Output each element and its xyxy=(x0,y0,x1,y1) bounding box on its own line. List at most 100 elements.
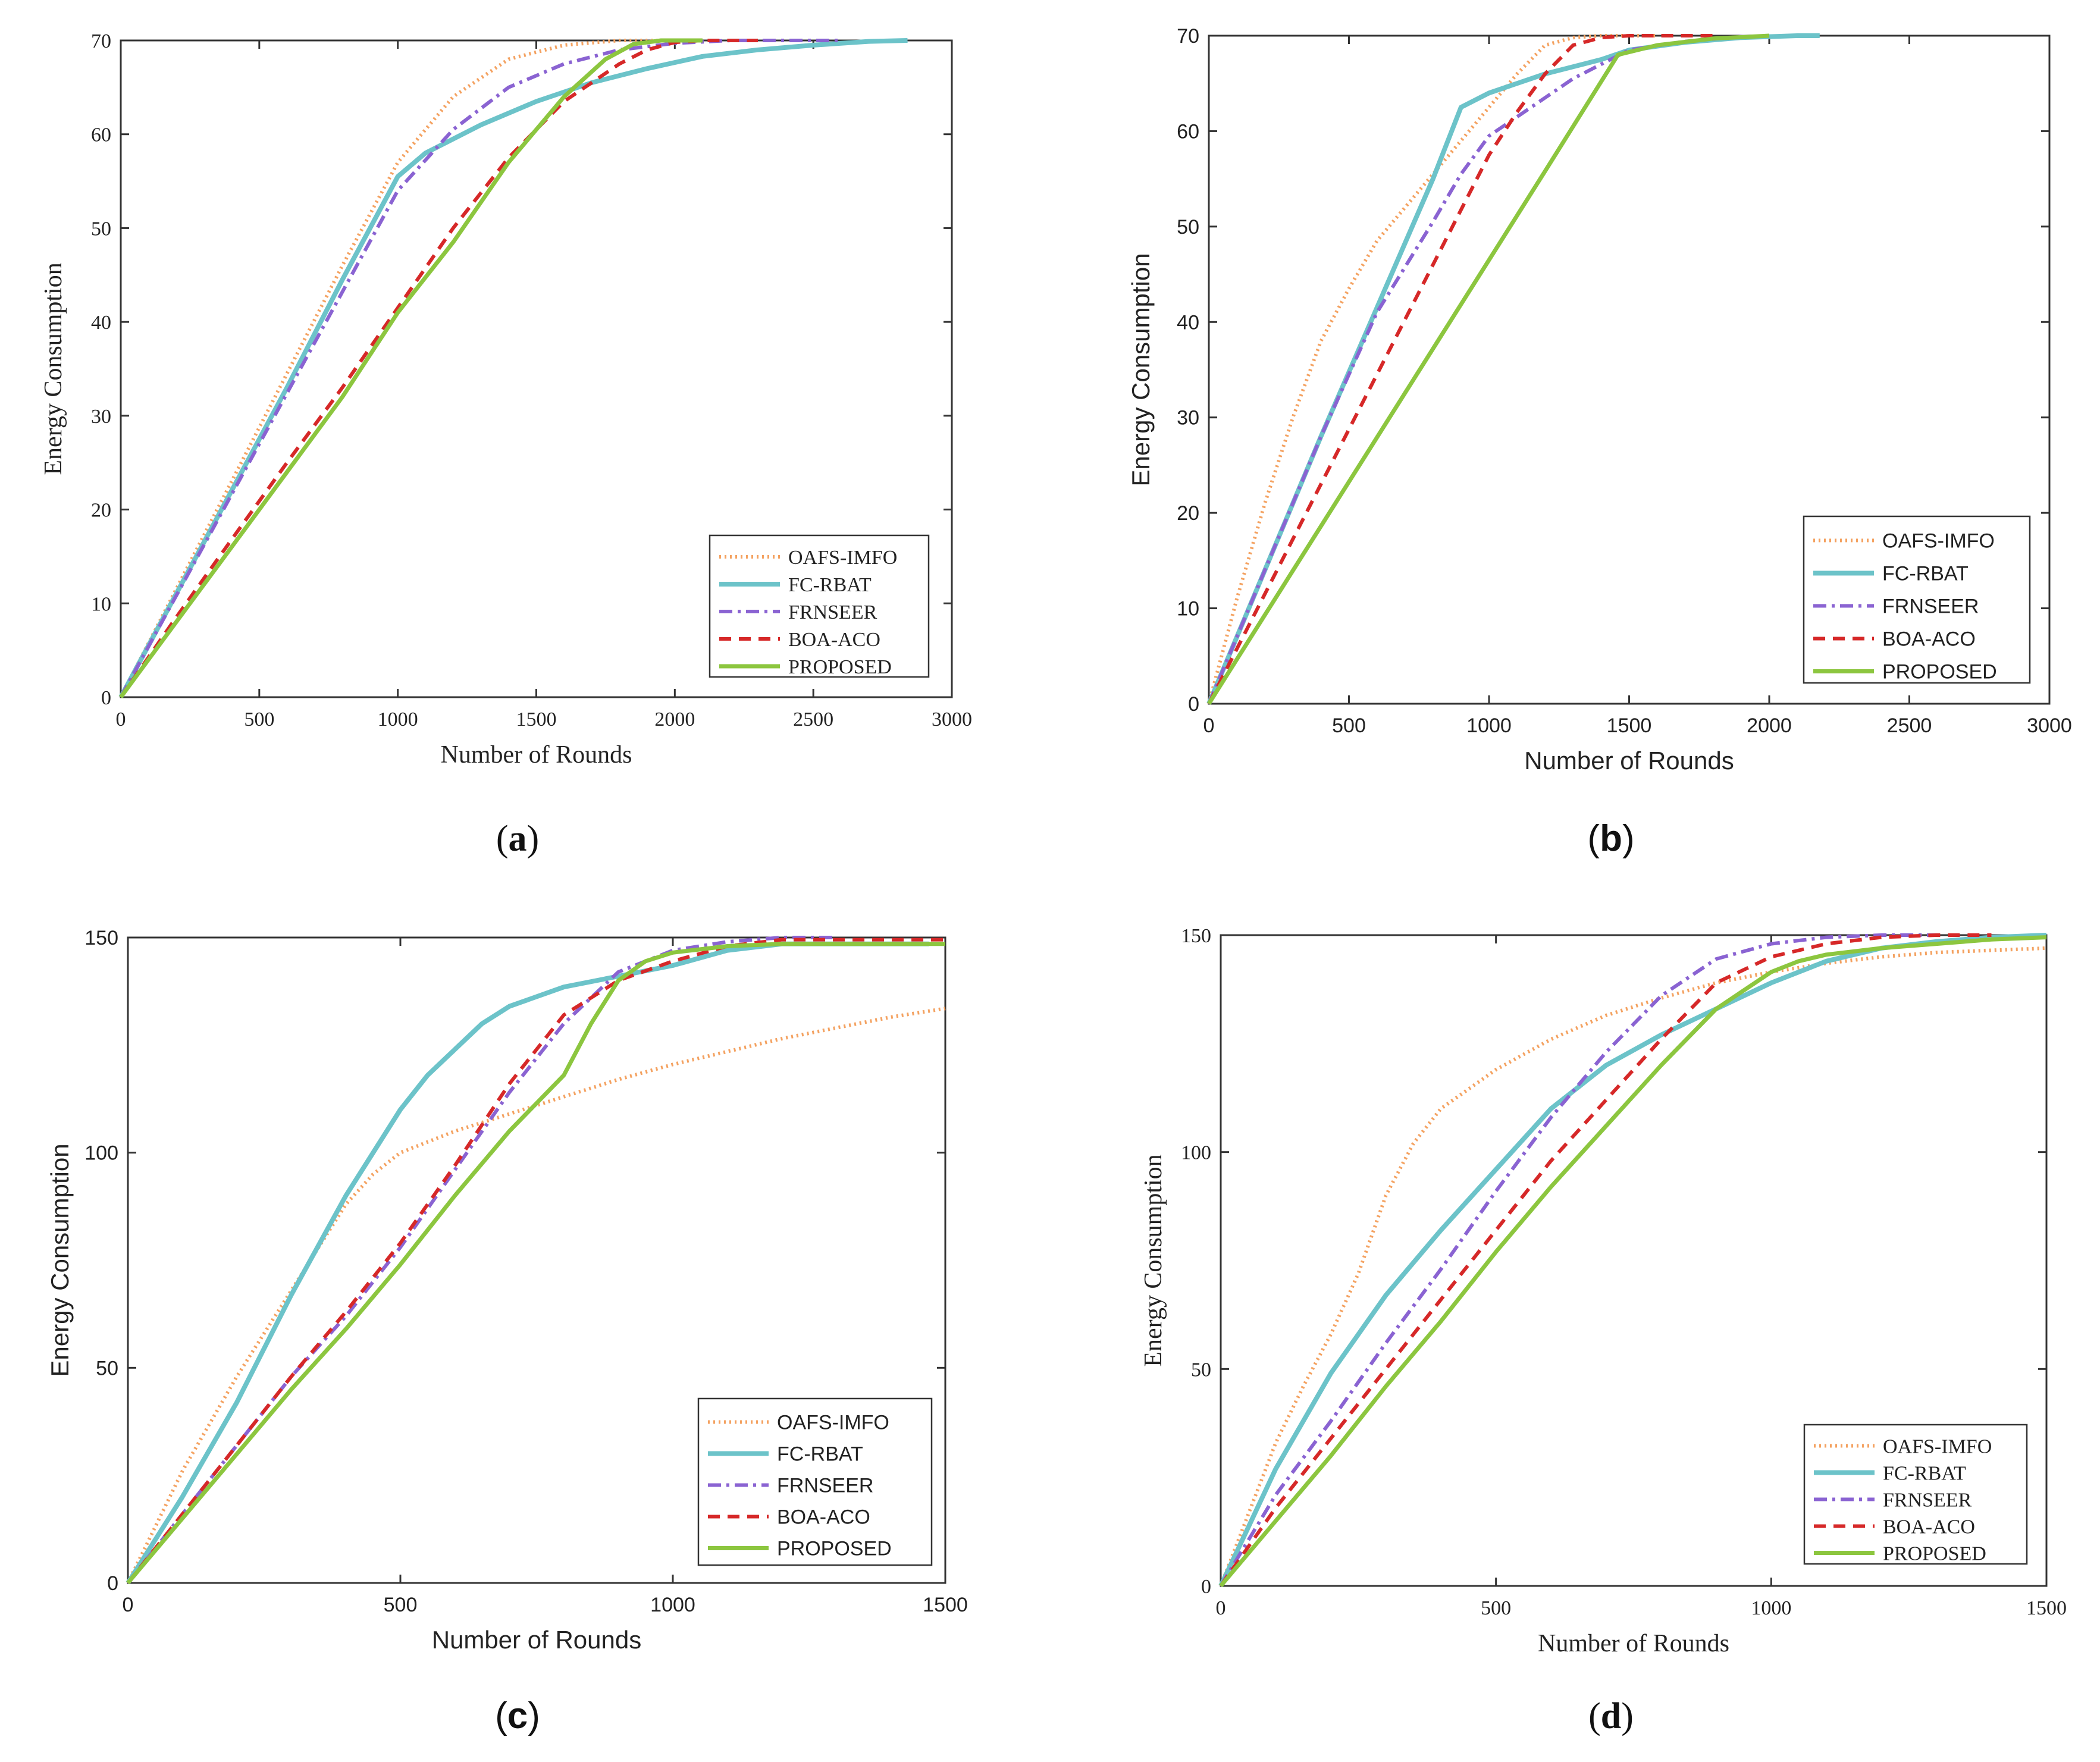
y-tick-label: 40 xyxy=(1177,311,1199,334)
legend-label: BOA-ACO xyxy=(1883,1516,1975,1538)
x-axis-label: Number of Rounds xyxy=(441,741,632,769)
x-tick-label: 500 xyxy=(384,1594,418,1616)
legend-label: FC-RBAT xyxy=(788,574,872,596)
series-line-proposed xyxy=(119,38,703,699)
series-line-proposed xyxy=(126,942,945,1585)
y-tick-label: 50 xyxy=(96,1357,118,1379)
y-axis-label: Energy Consumption xyxy=(1140,1154,1167,1366)
y-tick-label: 150 xyxy=(1181,925,1211,947)
y-tick-label: 70 xyxy=(91,30,111,52)
y-tick-label: 0 xyxy=(1201,1576,1211,1598)
series-line-oafs-imfo xyxy=(126,1007,946,1584)
x-tick-label: 1500 xyxy=(1607,714,1652,737)
x-tick-label: 2500 xyxy=(793,708,833,730)
panel-label: (a) xyxy=(496,819,539,859)
panel-label: (d) xyxy=(1588,1696,1634,1736)
y-tick-label: 60 xyxy=(91,124,111,146)
y-tick-label: 150 xyxy=(84,927,118,949)
legend-label: FC-RBAT xyxy=(1882,563,1969,585)
legend-box xyxy=(1803,1424,2028,1565)
legend-label: BOA-ACO xyxy=(1882,628,1976,651)
series-line-frnseer xyxy=(126,936,836,1584)
series-line-frnseer xyxy=(1207,34,1770,705)
x-tick-label: 0 xyxy=(1216,1597,1226,1619)
y-tick-label: 50 xyxy=(1177,216,1199,239)
x-tick-label: 0 xyxy=(123,1594,134,1616)
legend-label: FRNSEER xyxy=(1883,1490,1972,1512)
series-line-proposed xyxy=(1207,33,1770,705)
series-line-frnseer xyxy=(1219,933,1936,1587)
plot-frame xyxy=(1220,934,2048,1587)
legend-label: PROPOSED xyxy=(777,1538,892,1560)
x-axis-label: Number of Rounds xyxy=(432,1626,642,1654)
x-tick-label: 500 xyxy=(1332,714,1366,737)
y-tick-label: 20 xyxy=(91,500,111,522)
legend-label: PROPOSED xyxy=(1883,1543,1986,1565)
series-line-boa-aco xyxy=(119,39,758,698)
chart-panel-b: 0 500 1000 1500 2000 2500 3000 0 10 20 30 40 50 60 70 N… xyxy=(1127,25,2072,859)
y-tick-label: 100 xyxy=(84,1142,118,1165)
series-line-boa-aco xyxy=(1207,34,1713,705)
x-tick-label: 1000 xyxy=(1751,1597,1791,1619)
series-line-fc-rbat xyxy=(126,941,929,1585)
x-axis-label: Number of Rounds xyxy=(1524,747,1734,775)
y-tick-label: 30 xyxy=(1177,407,1199,429)
plot-frame xyxy=(127,936,946,1584)
legend-label: FRNSEER xyxy=(777,1475,873,1497)
x-tick-label: 1000 xyxy=(1466,714,1512,737)
x-tick-label: 3000 xyxy=(2027,714,2072,737)
series-line-fc-rbat xyxy=(1206,33,1820,705)
panel-label: (c) xyxy=(495,1695,540,1736)
x-tick-label: 1000 xyxy=(378,708,418,730)
y-tick-label: 60 xyxy=(1177,120,1199,143)
legend-label: OAFS-IMFO xyxy=(1882,530,1995,553)
series-line-oafs-imfo xyxy=(119,39,675,698)
x-tick-label: 1000 xyxy=(650,1594,695,1616)
legend-label: PROPOSED xyxy=(788,656,892,678)
y-tick-label: 10 xyxy=(91,593,111,615)
y-tick-label: 20 xyxy=(1177,502,1199,525)
y-tick-label: 100 xyxy=(1181,1142,1211,1164)
legend-label: FRNSEER xyxy=(1882,595,1979,618)
x-tick-label: 0 xyxy=(116,708,126,730)
legend-label: FRNSEER xyxy=(788,601,877,623)
x-tick-label: 500 xyxy=(244,708,274,730)
series-line-fc-rbat xyxy=(118,38,908,698)
y-tick-label: 50 xyxy=(91,218,111,240)
y-tick-label: 0 xyxy=(1188,693,1199,716)
y-tick-label: 40 xyxy=(91,312,111,334)
x-tick-label: 1500 xyxy=(2026,1597,2067,1619)
y-tick-label: 0 xyxy=(101,687,111,709)
legend-label: OAFS-IMFO xyxy=(777,1412,889,1434)
legend-label: BOA-ACO xyxy=(777,1506,870,1529)
legend-label: PROPOSED xyxy=(1882,661,1997,684)
x-tick-label: 2000 xyxy=(654,708,695,730)
chart-panel-c: 0 500 1000 1500 0 50 100 150 Number of Rounds Ene… xyxy=(46,927,968,1736)
y-tick-label: 70 xyxy=(1177,25,1199,48)
panel-label: (b) xyxy=(1587,818,1634,859)
legend-label: OAFS-IMFO xyxy=(1883,1436,1992,1458)
y-tick-label: 10 xyxy=(1177,598,1199,620)
legend-label: FC-RBAT xyxy=(777,1443,863,1466)
x-tick-label: 2500 xyxy=(1887,714,1932,737)
legend-box xyxy=(709,534,930,678)
x-tick-label: 1500 xyxy=(923,1594,968,1616)
x-axis-label: Number of Rounds xyxy=(1538,1630,1729,1657)
y-axis-label: Energy Consumption xyxy=(46,1143,74,1377)
y-axis-label: Energy Consumption xyxy=(1127,253,1155,486)
y-axis-label: Energy Consumption xyxy=(40,262,67,475)
x-tick-label: 500 xyxy=(1481,1597,1511,1619)
legend-label: FC-RBAT xyxy=(1883,1463,1966,1485)
chart-panel-d: 0 500 1000 1500 0 50 100 150 Number of Rounds Ene… xyxy=(1140,925,2067,1736)
series-line-oafs-imfo xyxy=(1207,34,1657,704)
legend-label: OAFS-IMFO xyxy=(788,547,897,569)
y-tick-label: 50 xyxy=(1191,1359,1211,1381)
legend-label: BOA-ACO xyxy=(788,629,880,651)
y-tick-label: 30 xyxy=(91,406,111,428)
legend-box xyxy=(697,1397,933,1566)
legend-box xyxy=(1803,515,2031,684)
series-line-proposed xyxy=(1219,935,2047,1588)
x-tick-label: 1500 xyxy=(516,708,557,730)
chart-panel-a: 0 500 1000 1500 2000 2500 3000 0 10 20 30 40 50 60 70 N… xyxy=(40,30,972,859)
